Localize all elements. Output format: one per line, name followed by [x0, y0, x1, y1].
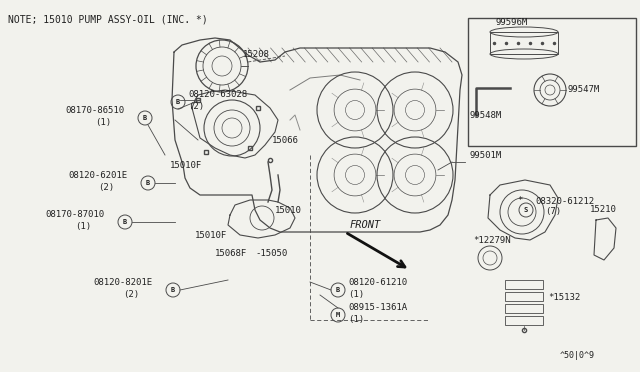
Text: *15132: *15132: [548, 293, 580, 302]
Text: 08120-63028: 08120-63028: [188, 90, 247, 99]
Text: 08120-61210: 08120-61210: [348, 278, 407, 287]
Text: (2): (2): [98, 183, 114, 192]
Bar: [505, 292, 543, 301]
Text: 15068F: 15068F: [215, 249, 247, 258]
Text: 99596M: 99596M: [495, 18, 527, 27]
Text: FRONT: FRONT: [350, 220, 381, 230]
Bar: [505, 304, 543, 313]
Text: 08120-6201E: 08120-6201E: [68, 171, 127, 180]
Bar: [505, 280, 543, 289]
Text: B: B: [176, 99, 180, 105]
Text: 08320-61212: 08320-61212: [535, 197, 594, 206]
Text: 99547M: 99547M: [568, 85, 600, 94]
Text: 15010: 15010: [275, 206, 302, 215]
Text: 08915-1361A: 08915-1361A: [348, 303, 407, 312]
Text: B: B: [171, 287, 175, 293]
Text: 15010F: 15010F: [195, 231, 227, 240]
Text: 99548M: 99548M: [470, 111, 502, 120]
Text: 15010F: 15010F: [170, 161, 202, 170]
Text: B: B: [146, 180, 150, 186]
Text: 08170-87010: 08170-87010: [45, 210, 104, 219]
Bar: [468, 18, 636, 146]
Text: B: B: [336, 287, 340, 293]
Text: 08120-8201E: 08120-8201E: [93, 278, 152, 287]
Text: (2): (2): [123, 290, 139, 299]
Text: M: M: [336, 312, 340, 318]
Text: -15050: -15050: [255, 249, 287, 258]
Text: 15210: 15210: [590, 205, 617, 214]
Text: (7): (7): [545, 207, 561, 216]
Text: (1): (1): [75, 222, 91, 231]
Text: (2): (2): [188, 102, 204, 111]
Text: ^50|0^9: ^50|0^9: [560, 351, 595, 360]
Text: NOTE; 15010 PUMP ASSY-OIL (INC. *): NOTE; 15010 PUMP ASSY-OIL (INC. *): [8, 14, 208, 24]
Text: (1): (1): [348, 315, 364, 324]
Text: B: B: [143, 115, 147, 121]
Text: *12279N: *12279N: [473, 236, 511, 245]
Text: 15066: 15066: [272, 136, 299, 145]
Text: (1): (1): [348, 290, 364, 299]
Text: 99501M: 99501M: [470, 151, 502, 160]
Text: 15208: 15208: [243, 50, 270, 59]
Text: (1): (1): [95, 118, 111, 127]
Text: S: S: [524, 207, 528, 213]
Text: B: B: [123, 219, 127, 225]
Bar: [490, 32, 558, 54]
Bar: [505, 316, 543, 325]
Text: *: *: [518, 196, 529, 205]
Text: 08170-86510: 08170-86510: [65, 106, 124, 115]
